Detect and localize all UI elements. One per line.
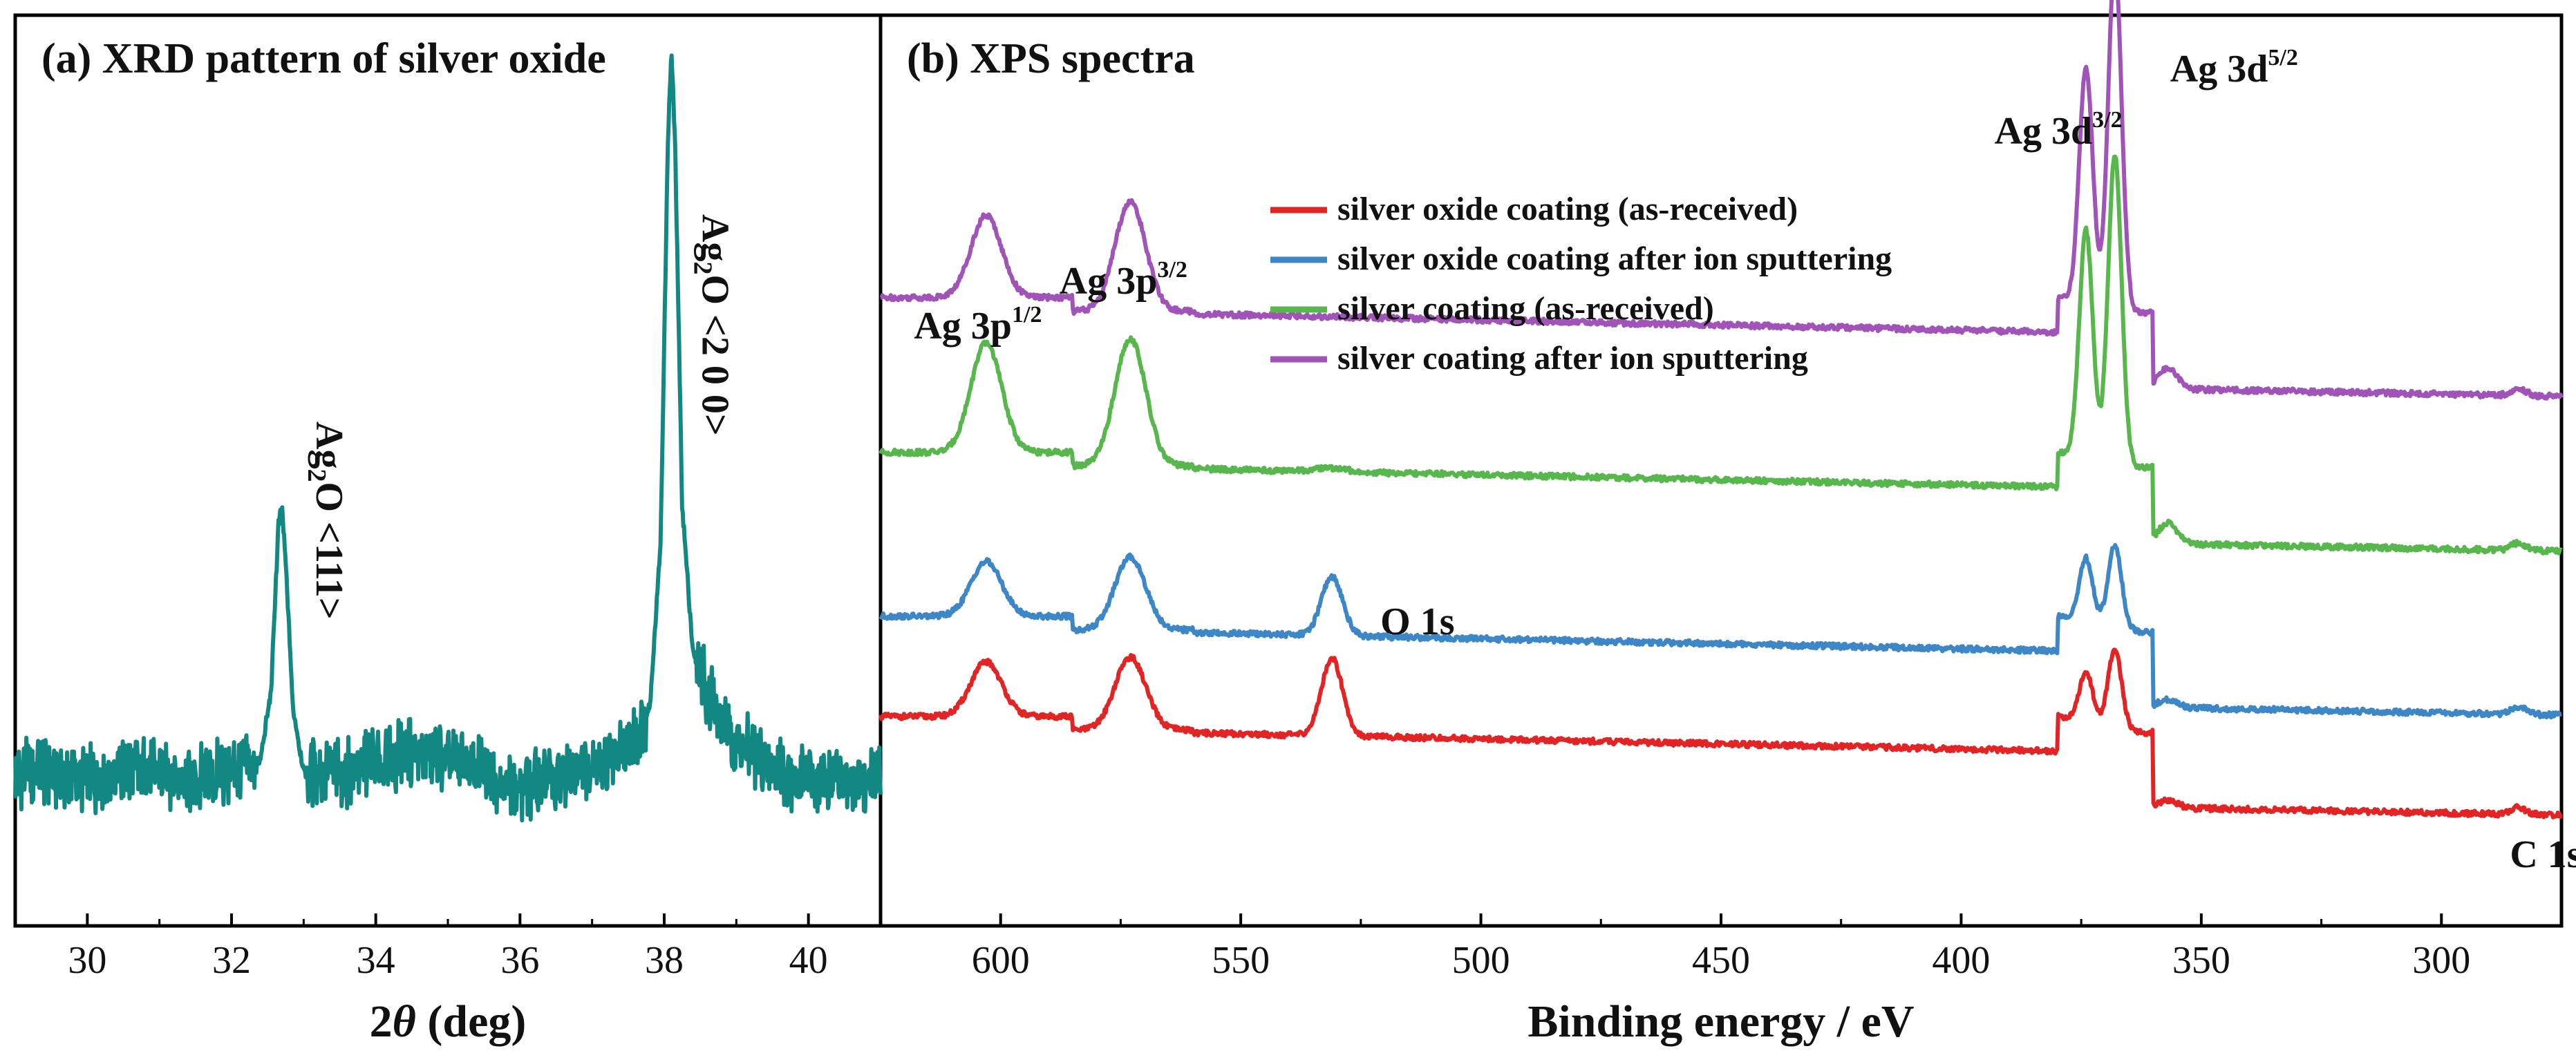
panel-b-xlabel: Binding energy / eV [1527, 996, 1914, 1047]
panel-a-tick-label: 32 [212, 939, 251, 982]
annotation-main: Ag 3d [1995, 110, 2093, 153]
annotation-main: C 1s [2510, 833, 2576, 876]
panel-b-ticks: 600 550 500 450 400 350 300 [879, 913, 2563, 982]
panel-a: (a) XRD pattern of silver oxide 30 32 34 36… [13, 35, 883, 1047]
panel-b-peak-annotation: Ag 3d3/2 [1995, 107, 2123, 153]
panel-b: (b) XPS spectra 600 550 500 450 400 350 300 si… [878, 0, 2576, 1047]
panel-b-tick-label: 350 [2172, 939, 2230, 982]
annotation-rest: O <111> [308, 482, 350, 619]
annotation-main: Ag 3d [2170, 48, 2268, 91]
annotation-main: Ag 3p [914, 305, 1012, 348]
panel-b-peak-annotation: Ag 3d5/2 [2170, 45, 2298, 91]
panel-b-tick-label: 600 [972, 939, 1030, 982]
panel-a-tick-label: 40 [789, 939, 828, 982]
panel-b-series-line [878, 154, 2563, 556]
panel-b-peak-annotation: C 1s [2510, 833, 2576, 876]
annotation-main: Ag [308, 421, 350, 468]
panel-a-annotations: Ag2O <111>Ag2O <2 0 0> [302, 214, 736, 620]
annotation-subscript: 2 [688, 261, 717, 274]
annotation-superscript: 3/2 [2092, 107, 2122, 133]
panel-b-legend: silver oxide coating (as-received) silver… [1270, 191, 1892, 377]
panel-a-tick-label: 34 [357, 939, 395, 982]
panel-a-peak-annotation: Ag2O <2 0 0> [688, 214, 736, 436]
annotation-subscript: 2 [302, 468, 331, 482]
panel-a-tick-label: 30 [68, 939, 106, 982]
annotation-main: Ag 3p [1060, 260, 1158, 303]
panel-a-peak-annotation: Ag2O <111> [302, 421, 350, 620]
annotation-main: O 1s [1380, 600, 1454, 643]
legend-label: silver oxide coating (as-received) [1337, 191, 1798, 227]
panel-b-peak-annotation: O 1s [1380, 600, 1454, 643]
panel-b-series-line [878, 647, 2563, 819]
panel-b-peak-annotation: Ag 3p3/2 [1060, 257, 1187, 303]
panel-b-frame [878, 13, 2564, 928]
annotation-superscript: 1/2 [1012, 302, 1042, 328]
panel-a-ticks: 30 32 34 36 38 40 [14, 913, 882, 982]
legend-label: silver coating after ion sputtering [1337, 340, 1808, 377]
panel-a-title: (a) XRD pattern of silver oxide [41, 35, 606, 82]
panel-b-series-line [879, 0, 2564, 401]
annotation-superscript: 5/2 [2268, 45, 2297, 70]
annotation-main: Ag [693, 214, 736, 261]
panel-a-series [13, 53, 883, 823]
legend-label: silver coating (as-received) [1337, 290, 1714, 327]
panel-b-title: (b) XPS spectra [907, 35, 1195, 82]
annotation-rest: O <2 0 0> [693, 274, 736, 435]
panel-b-tick-label: 550 [1212, 939, 1270, 982]
legend-label: silver oxide coating after ion sputterin… [1337, 240, 1892, 277]
annotation-superscript: 3/2 [1157, 257, 1187, 283]
panel-b-series [878, 0, 2564, 819]
panel-a-series-line [13, 53, 883, 823]
panel-b-tick-label: 400 [1932, 939, 1990, 982]
panel-b-tick-label: 500 [1452, 939, 1510, 982]
panel-b-tick-label: 450 [1692, 939, 1750, 982]
panel-a-tick-label: 36 [500, 939, 539, 982]
panel-b-peak-annotation: Ag 3p1/2 [914, 302, 1042, 348]
panel-a-xlabel: 2θ (deg) [370, 996, 527, 1047]
panel-b-tick-label: 300 [2412, 939, 2470, 982]
panel-a-tick-label: 38 [645, 939, 684, 982]
panel-b-series-line [878, 542, 2563, 720]
